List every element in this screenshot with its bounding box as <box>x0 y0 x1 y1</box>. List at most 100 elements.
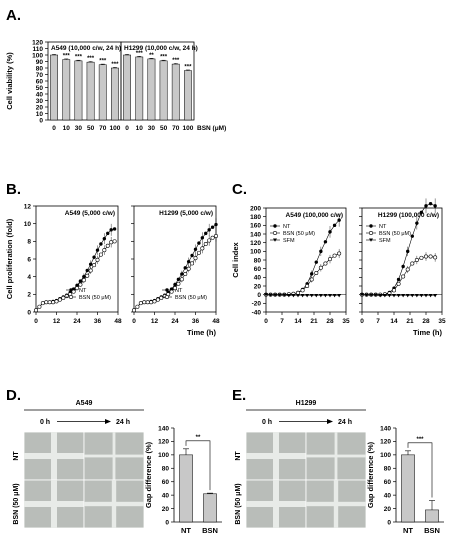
legend-label: NT <box>379 224 387 230</box>
data-point <box>69 294 74 299</box>
data-point <box>214 234 219 239</box>
x-tick-label: 48 <box>114 318 122 325</box>
data-point <box>102 248 107 253</box>
data-point <box>337 218 341 222</box>
data-point <box>406 249 410 254</box>
bar <box>62 59 71 121</box>
x-tick-label: BSN <box>202 526 218 535</box>
x-tick-label: 0 <box>264 318 268 325</box>
plot-frame <box>265 207 347 313</box>
y-tick-label: 10 <box>24 221 32 228</box>
data-point <box>99 242 103 246</box>
data-point <box>98 252 103 257</box>
data-point <box>433 255 438 260</box>
chart-title: A549 (5,000 c/w) <box>65 210 115 217</box>
data-point <box>200 246 205 251</box>
data-point <box>207 238 212 243</box>
y-axis-label: Cell proliferation (fold) <box>5 218 14 299</box>
y-axis-label: Cell index <box>231 241 240 277</box>
data-point <box>310 272 314 276</box>
data-point <box>51 300 56 305</box>
data-point <box>190 261 195 266</box>
data-point <box>414 257 419 262</box>
data-point <box>314 260 318 264</box>
data-point <box>186 259 191 264</box>
x-tick-label: 48 <box>212 318 220 325</box>
data-point <box>419 294 424 298</box>
significance-label: *** <box>416 437 424 443</box>
scratch-gap-horizontal <box>24 453 84 459</box>
micrograph-grid-d: A549 0 h 24 h NT BSN (50 μM) <box>13 400 145 529</box>
significance-label: *** <box>184 64 192 70</box>
data-point <box>332 294 337 298</box>
legend-label: SFM <box>283 238 295 244</box>
legend-label: NT <box>79 288 87 294</box>
significance-label: *** <box>136 51 144 57</box>
data-point <box>323 240 328 244</box>
y-tick-label: 20 <box>384 506 392 513</box>
scratch-gap-horizontal <box>84 454 144 458</box>
x-tick-label: 21 <box>406 318 414 325</box>
y-tick-label: 80 <box>384 466 392 473</box>
y-tick-label: 80 <box>36 65 44 72</box>
data-point <box>57 297 62 302</box>
y-tick-label: 60 <box>254 266 262 273</box>
y-tick-label: 0 <box>257 292 261 299</box>
y-tick-label: 140 <box>158 425 169 432</box>
data-point <box>318 265 323 270</box>
chart-a-right: H1299 (10,000 c/w, 24 h) 0 *** 10 ** 30 *** 50 *… <box>120 41 226 132</box>
x-tick-label: 100 <box>109 125 120 132</box>
data-point <box>204 231 208 236</box>
y-tick-label: 100 <box>250 249 261 256</box>
panel-label-a: A. <box>6 7 21 24</box>
x-tick-label: BSN <box>424 526 440 535</box>
x-tick-label: 28 <box>326 318 334 325</box>
legend-label: BSN (50 μM) <box>175 295 207 301</box>
bar <box>425 509 439 523</box>
y-tick-label: 70 <box>36 72 44 79</box>
data-point <box>203 241 208 246</box>
data-point <box>165 288 169 292</box>
y-tick-label: 120 <box>380 439 391 446</box>
data-point <box>214 222 218 227</box>
data-point <box>318 294 323 298</box>
x-tick-label: 10 <box>136 125 144 132</box>
data-point <box>210 235 215 240</box>
data-point <box>112 239 117 244</box>
data-point <box>428 294 433 298</box>
panel-label-c: C. <box>232 181 247 198</box>
y-tick-label: 160 <box>250 223 261 230</box>
data-point <box>82 274 86 279</box>
data-point <box>391 288 396 293</box>
significance-bracket <box>185 440 211 491</box>
data-point <box>401 274 406 279</box>
x-tick-label: 28 <box>422 318 430 325</box>
y-tick-label: 40 <box>254 275 262 282</box>
data-point <box>300 288 305 293</box>
data-point <box>369 238 373 242</box>
data-point <box>314 270 319 275</box>
significance-label: *** <box>63 53 71 59</box>
data-point <box>323 294 328 298</box>
data-point <box>85 268 89 273</box>
data-point <box>405 294 410 298</box>
data-point <box>387 294 392 298</box>
data-point <box>61 295 66 300</box>
data-point <box>323 261 328 266</box>
data-point <box>401 294 406 298</box>
y-tick-label: 120 <box>158 439 169 446</box>
significance-label: *** <box>160 55 168 61</box>
data-point <box>424 294 428 298</box>
data-point <box>112 227 117 231</box>
data-point <box>210 225 215 229</box>
x-tick-label: 21 <box>310 318 318 325</box>
y-tick-label: 40 <box>384 492 392 499</box>
y-tick-label: 50 <box>36 85 44 92</box>
data-point <box>396 294 401 298</box>
data-point <box>183 266 187 270</box>
data-point <box>81 278 86 283</box>
x-tick-label: 35 <box>438 318 446 325</box>
x-tick-label: 7 <box>376 318 380 325</box>
y-tick-label: -40 <box>252 309 262 316</box>
